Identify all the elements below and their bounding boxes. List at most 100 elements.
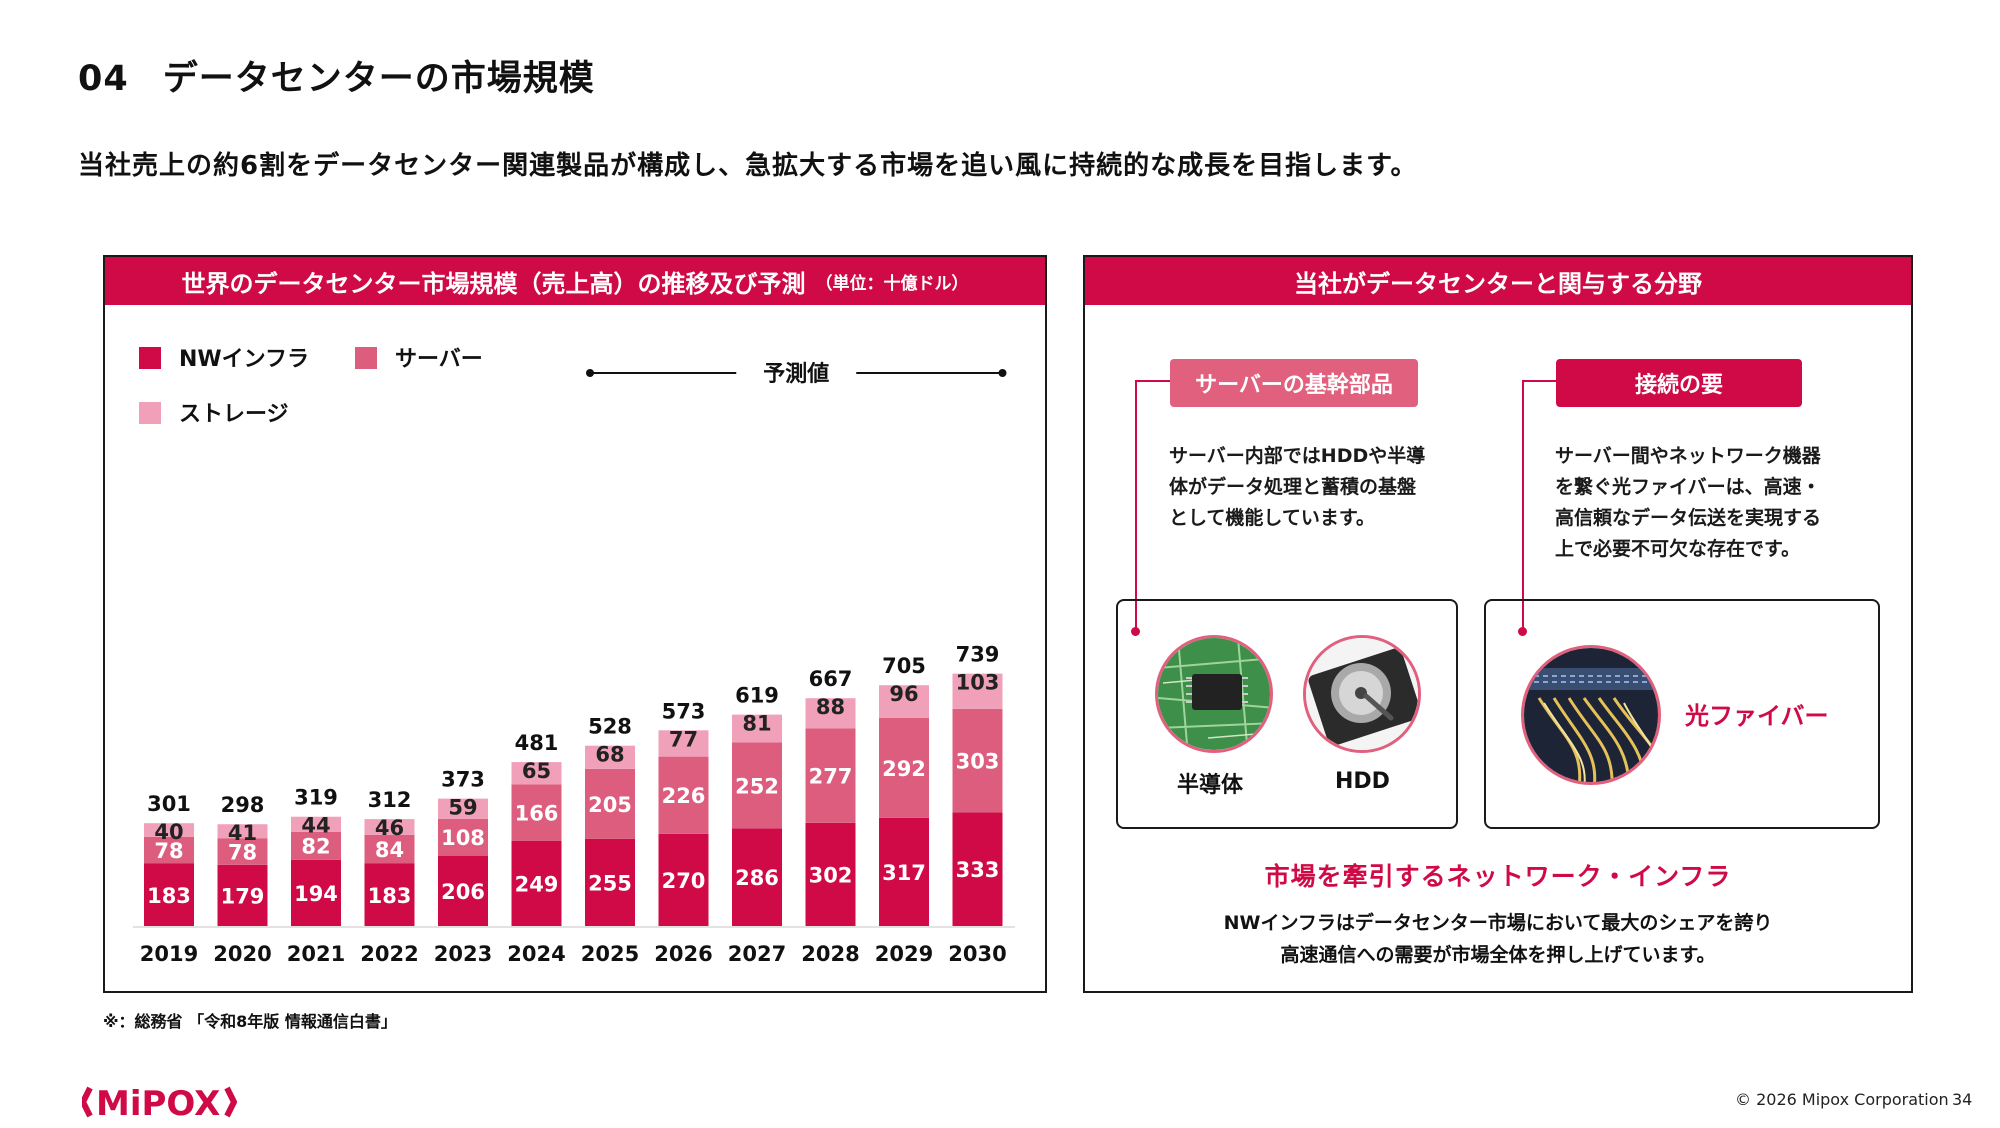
bar-total-label: 312 bbox=[368, 788, 412, 812]
chart-title: 世界のデータセンター市場規模（売上高）の推移及び予測 bbox=[181, 269, 806, 298]
bar-segment bbox=[217, 838, 268, 865]
optical-fiber-image bbox=[1521, 645, 1661, 785]
bar-segment bbox=[511, 762, 562, 785]
bar-total-label: 301 bbox=[147, 792, 191, 816]
legend-swatch bbox=[355, 347, 377, 369]
connector-line bbox=[1135, 380, 1137, 632]
bar-value-label: 78 bbox=[154, 839, 183, 863]
components-box bbox=[1116, 599, 1458, 829]
source-footnote: ※：総務省 「令和8年版 情報通信白書」 bbox=[103, 1012, 397, 1031]
bar-value-label: 252 bbox=[735, 774, 779, 798]
bar-total-label: 528 bbox=[588, 715, 632, 739]
x-tick-label: 2020 bbox=[213, 942, 271, 966]
mipox-logo-mark: MiPOX bbox=[80, 1084, 237, 1124]
bar-value-label: 81 bbox=[742, 712, 771, 736]
bar-value-label: 179 bbox=[221, 884, 265, 908]
svg-text:MiPOX: MiPOX bbox=[96, 1084, 220, 1124]
bar-segment bbox=[658, 756, 709, 834]
chart-panel: 世界のデータセンター市場規模（売上高）の推移及び予測 （単位：十億ドル） NWイン… bbox=[103, 255, 1047, 993]
forecast-label: 予測値 bbox=[763, 362, 829, 387]
x-tick-label: 2021 bbox=[287, 942, 345, 966]
slide-title: 04 データセンターの市場規模 bbox=[78, 50, 595, 101]
fiber-caption: 光ファイバー bbox=[1685, 702, 1829, 730]
bar-value-label: 88 bbox=[816, 695, 845, 719]
legend-swatch bbox=[139, 347, 161, 369]
fiber-box bbox=[1484, 599, 1880, 829]
bar-segment bbox=[952, 708, 1003, 813]
forecast-dot bbox=[998, 369, 1007, 377]
bar-value-label: 84 bbox=[375, 838, 404, 862]
connection-pill: 接続の要 bbox=[1556, 359, 1802, 407]
bar-segment bbox=[879, 685, 929, 719]
bar-segment bbox=[291, 831, 341, 860]
x-tick-label: 2023 bbox=[434, 942, 492, 966]
bar-segment bbox=[585, 838, 635, 926]
bar-value-label: 292 bbox=[882, 757, 926, 781]
bar-value-label: 166 bbox=[515, 802, 559, 826]
lead-text: 当社売上の約6割をデータセンター関連製品が構成し、急拡大する市場を追い風に持続的… bbox=[78, 151, 1418, 181]
bar-value-label: 59 bbox=[448, 796, 477, 820]
bar-value-label: 302 bbox=[809, 863, 853, 887]
bar-segment bbox=[952, 812, 1003, 926]
bar-total-label: 705 bbox=[882, 654, 926, 678]
bar-total-label: 298 bbox=[221, 793, 265, 817]
x-tick-label: 2019 bbox=[140, 942, 198, 966]
bar-value-label: 65 bbox=[522, 759, 551, 783]
bar-segment bbox=[217, 864, 268, 926]
bar-total-label: 573 bbox=[662, 699, 706, 723]
bar-value-label: 183 bbox=[147, 884, 191, 908]
bar-segment bbox=[291, 816, 341, 832]
bar-value-label: 44 bbox=[301, 814, 330, 838]
chart-panel-header: 世界のデータセンター市場規模（売上高）の推移及び予測 （単位：十億ドル） bbox=[105, 257, 1045, 305]
bar-segment bbox=[438, 855, 488, 926]
x-tick-label: 2025 bbox=[581, 942, 639, 966]
bar-segment bbox=[364, 819, 415, 835]
server-parts-desc: サーバー内部ではHDDや半導 体がデータ処理と蓄積の基盤 として機能しています。 bbox=[1169, 445, 1426, 529]
bar-value-label: 103 bbox=[956, 671, 1000, 695]
bar-value-label: 40 bbox=[154, 820, 183, 844]
connector-line bbox=[1135, 380, 1177, 382]
bar-segment bbox=[952, 673, 1003, 709]
bar-value-label: 82 bbox=[301, 835, 330, 859]
chart-unit: （単位：十億ドル） bbox=[815, 273, 969, 294]
bar-segment bbox=[144, 863, 194, 926]
bar-segment bbox=[511, 840, 562, 926]
bar-value-label: 303 bbox=[956, 750, 1000, 774]
bar-total-label: 481 bbox=[515, 731, 559, 755]
bar-value-label: 249 bbox=[515, 872, 559, 896]
bar-total-label: 739 bbox=[956, 643, 1000, 667]
bar-segment bbox=[291, 859, 341, 926]
legend-label: サーバー bbox=[395, 347, 483, 372]
company-logo: MiPOX bbox=[80, 1080, 237, 1128]
bar-segment bbox=[879, 718, 929, 818]
section-number: 04 bbox=[78, 59, 129, 99]
bar-segment bbox=[438, 798, 488, 819]
connector-line bbox=[1522, 380, 1524, 632]
connector-dot bbox=[1131, 627, 1140, 636]
bar-segment bbox=[805, 822, 856, 926]
x-tick-label: 2026 bbox=[654, 942, 712, 966]
nw-infra-text-line-1: NWインフラはデータセンター市場において最大のシェアを誇り bbox=[1223, 912, 1773, 934]
x-tick-label: 2028 bbox=[801, 942, 859, 966]
legend-swatch bbox=[139, 402, 161, 424]
bar-value-label: 194 bbox=[294, 882, 338, 906]
bar-value-label: 255 bbox=[588, 871, 632, 895]
x-tick-label: 2024 bbox=[507, 942, 565, 966]
x-tick-label: 2022 bbox=[360, 942, 418, 966]
bar-value-label: 333 bbox=[956, 858, 1000, 882]
bar-segment bbox=[732, 742, 782, 829]
bar-segment bbox=[144, 836, 194, 864]
bar-segment bbox=[364, 834, 415, 864]
connector-dot bbox=[1518, 627, 1527, 636]
bar-total-label: 373 bbox=[441, 768, 485, 792]
bar-segment bbox=[805, 728, 856, 823]
legend-label: NWインフラ bbox=[179, 347, 309, 372]
bar-value-label: 277 bbox=[809, 765, 853, 789]
semiconductor-image bbox=[1155, 635, 1273, 753]
bar-segment bbox=[585, 768, 635, 839]
x-tick-label: 2027 bbox=[728, 942, 786, 966]
bar-segment bbox=[879, 817, 929, 926]
bar-value-label: 68 bbox=[595, 743, 624, 767]
connector-line bbox=[1522, 380, 1564, 382]
involvement-panel-header: 当社がデータセンターと関与する分野 bbox=[1085, 257, 1911, 305]
